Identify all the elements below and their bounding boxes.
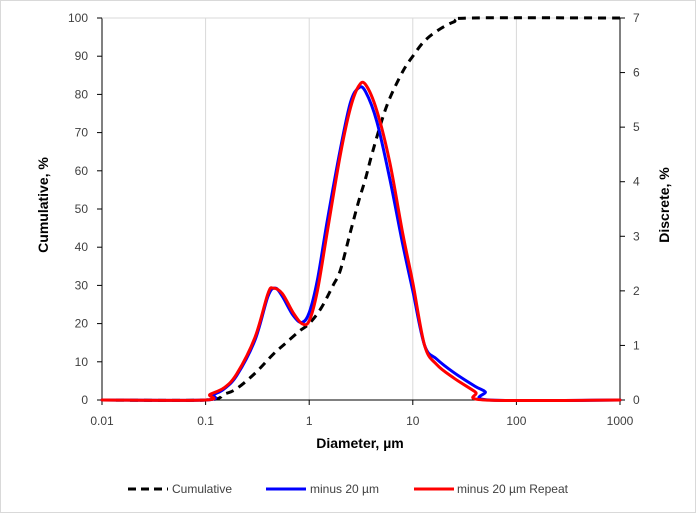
y-left-tick-label: 80 — [75, 87, 89, 101]
y-right-tick-label: 2 — [633, 284, 640, 298]
x-tick-label: 10 — [406, 414, 420, 428]
legend-label-cumulative: Cumulative — [172, 482, 232, 496]
x-tick-label: 0.01 — [90, 414, 114, 428]
minus-20-repeat-line — [100, 80, 622, 403]
y-left-tick-label: 100 — [68, 11, 88, 25]
y-right-tick-labels: 0 1 2 3 4 5 6 7 — [633, 11, 640, 407]
axes — [97, 17, 625, 405]
y-right-tick-label: 5 — [633, 120, 640, 134]
y-right-tick-label: 0 — [633, 393, 640, 407]
y-left-tick-label: 70 — [75, 126, 89, 140]
y-right-tick-label: 7 — [633, 11, 640, 25]
y-left-tick-label: 10 — [75, 355, 89, 369]
legend-label-minus-20-repeat: minus 20 µm Repeat — [457, 482, 569, 496]
x-tick-label: 1000 — [607, 414, 634, 428]
y-right-axis-title: Discrete, % — [656, 167, 672, 243]
legend: Cumulative minus 20 µm minus 20 µm Repea… — [128, 482, 569, 496]
y-right-tick-label: 6 — [633, 66, 640, 80]
y-left-axis-title: Cumulative, % — [35, 157, 51, 253]
y-left-tick-label: 30 — [75, 278, 89, 292]
y-left-tick-label: 60 — [75, 164, 89, 178]
y-left-tick-label: 0 — [81, 393, 88, 407]
minus-20-line — [100, 85, 622, 403]
legend-label-minus-20: minus 20 µm — [310, 482, 379, 496]
cumulative-line — [101, 16, 621, 402]
x-tick-labels: 0.01 0.1 1 10 100 1000 — [90, 414, 633, 428]
x-tick-label: 0.1 — [197, 414, 214, 428]
y-left-tick-label: 40 — [75, 240, 89, 254]
x-tick-label: 1 — [306, 414, 313, 428]
y-right-tick-label: 3 — [633, 229, 640, 243]
y-right-tick-label: 1 — [633, 338, 640, 352]
x-tick-label: 100 — [506, 414, 526, 428]
y-left-tick-label: 20 — [75, 317, 89, 331]
grid — [205, 18, 517, 400]
y-left-tick-label: 90 — [75, 49, 89, 63]
series-lines — [100, 16, 622, 403]
y-left-tick-label: 50 — [75, 202, 89, 216]
y-right-tick-label: 4 — [633, 175, 640, 189]
y-left-tick-labels: 0 10 20 30 40 50 60 70 80 90 100 — [68, 11, 88, 407]
x-axis-title: Diameter, µm — [316, 435, 403, 451]
